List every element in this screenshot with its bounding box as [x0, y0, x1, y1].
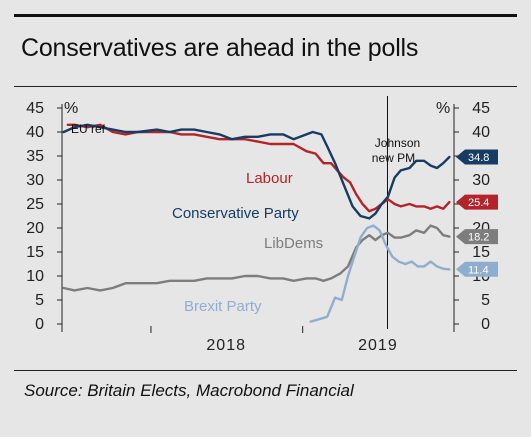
y-tick-label-left: 25	[26, 196, 44, 213]
series-label-labour: Labour	[246, 170, 293, 187]
y-tick-label-left: 30	[26, 172, 44, 189]
series-line-brexit-party	[309, 224, 451, 323]
johnson-annotation-text: Johnson	[375, 136, 420, 150]
y-tick-label-left: 5	[35, 292, 44, 309]
y-tick-label-left: 0	[35, 316, 44, 333]
y-tick-label-right: 30	[472, 172, 490, 189]
end-tag-brexit-party	[456, 261, 498, 277]
title-rule	[14, 14, 517, 17]
chart-title: Conservatives are ahead in the polls	[21, 34, 419, 62]
y-tick-label-right: 45	[472, 100, 490, 117]
end-tag-labour	[456, 194, 498, 210]
end-value-libdems: 18.2	[468, 232, 489, 244]
y-tick-label-right: 15	[472, 244, 490, 261]
series-label-libdems: LibDems	[264, 235, 323, 252]
series-label-brexit-party: Brexit Party	[184, 298, 262, 315]
chart-frame: 005510101515202025253030353540404545%%20…	[26, 96, 490, 354]
chart-top-rule	[14, 86, 517, 87]
y-tick-label-right: 0	[481, 316, 490, 333]
end-value-conservative-party: 34.8	[468, 152, 489, 164]
source-rule	[14, 370, 517, 371]
end-value-labour: 25.4	[468, 197, 489, 209]
chart-series	[62, 123, 451, 323]
end-value-brexit-party: 11.4	[468, 264, 489, 276]
y-tick-label-left: 10	[26, 268, 44, 285]
y-tick-label-left: 45	[26, 100, 44, 117]
series-label-conservative-party: Conservative Party	[172, 205, 299, 222]
y-tick-label-left: 15	[26, 244, 44, 261]
end-tag-libdems	[456, 229, 498, 245]
series-line-conservative-party	[62, 123, 451, 220]
end-tag-conservative-party	[456, 149, 498, 165]
series-line-labour	[66, 123, 451, 213]
source-note: Source: Britain Elects, Macrobond Financ…	[24, 381, 354, 400]
eu-ref-annotation: EU ref	[71, 122, 106, 136]
y-tick-label-left: 40	[26, 124, 44, 141]
series-line-libdems	[62, 224, 451, 292]
y-tick-label-left: 35	[26, 148, 44, 165]
y-tick-label-right: 5	[481, 292, 490, 309]
y-tick-label-right: 40	[472, 124, 490, 141]
x-tick-label: 2019	[358, 337, 398, 354]
y-tick-label-left: 20	[26, 220, 44, 237]
johnson-annotation-text: new PM	[372, 151, 415, 165]
y-unit-left: %	[64, 100, 78, 117]
y-unit-right: %	[436, 100, 450, 117]
x-tick-label: 2018	[206, 337, 246, 354]
